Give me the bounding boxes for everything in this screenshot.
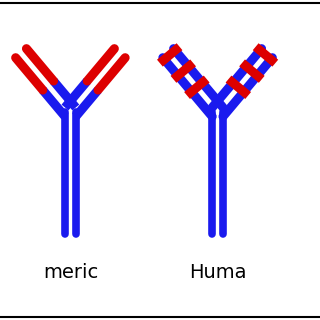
Text: Huma: Huma: [189, 262, 246, 282]
Text: meric: meric: [43, 262, 98, 282]
